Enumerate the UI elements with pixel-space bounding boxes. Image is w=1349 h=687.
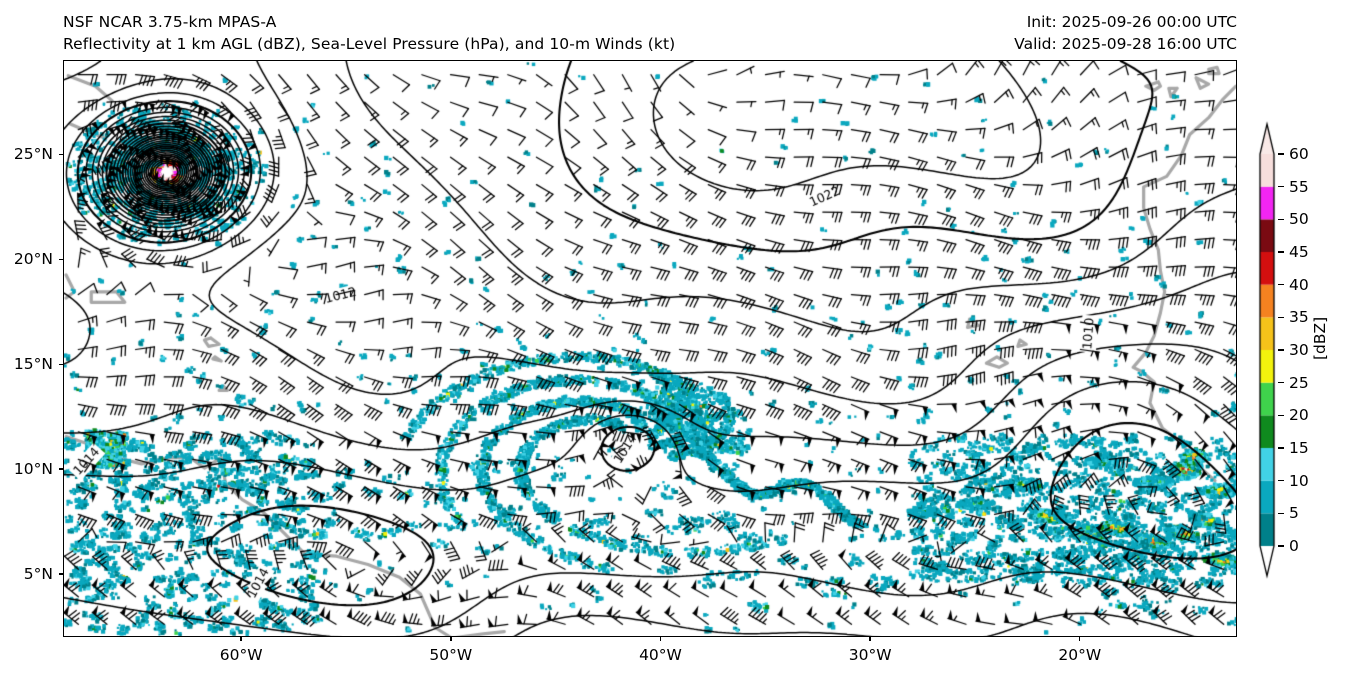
figure-title-block: NSF NCAR 3.75-km MPAS-A Reflectivity at …: [63, 11, 675, 55]
colorbar-tick-label: 40: [1289, 275, 1309, 294]
colorbar-tick-mark: [1278, 251, 1284, 253]
lon-tick-label: 60°W: [219, 646, 263, 664]
colorbar-tick-mark: [1278, 414, 1284, 417]
lat-tick-mark: [59, 573, 63, 575]
colorbar-tick-label: 55: [1289, 177, 1309, 196]
colorbar-tick-mark: [1278, 185, 1284, 188]
lon-tick-label: 40°W: [639, 646, 682, 664]
colorbar-tick-label: 45: [1289, 243, 1309, 261]
colorbar-tick-mark: [1278, 447, 1284, 449]
colorbar-tick-label: 60: [1289, 145, 1309, 163]
colorbar-tick-mark: [1278, 316, 1284, 319]
colorbar-tick-label: 20: [1289, 406, 1309, 425]
colorbar-tick-label: 30: [1289, 341, 1309, 359]
colorbar-tick-mark: [1278, 545, 1284, 547]
colorbar-units-label: [dBZ]: [1311, 316, 1329, 360]
colorbar-tick-label: 10: [1289, 471, 1309, 490]
lat-tick-mark: [59, 363, 63, 365]
model-title: NSF NCAR 3.75-km MPAS-A: [63, 13, 277, 31]
lat-tick-mark: [59, 153, 63, 156]
colorbar-tick-label: 25: [1289, 373, 1309, 392]
colorbar-tick-label: 0: [1289, 537, 1299, 555]
lon-tick-label: 30°W: [848, 646, 892, 664]
map-axes[interactable]: [63, 60, 1237, 637]
lon-tick-mark: [869, 637, 871, 641]
lat-tick-label: 10°N: [13, 460, 53, 479]
colorbar-tick-mark: [1278, 349, 1284, 351]
colorbar-tick-mark: [1278, 218, 1284, 221]
lat-tick-label: 25°N: [13, 145, 53, 164]
lon-tick-mark: [240, 637, 242, 641]
lat-tick-label: 5°N: [23, 565, 53, 584]
time-stamp-block: Init: 2025-09-26 00:00 UTC Valid: 2025-0…: [1014, 11, 1237, 55]
colorbar-tick-label: 50: [1289, 210, 1309, 229]
colorbar-tick-mark: [1278, 381, 1284, 384]
colorbar-tick-label: 5: [1289, 504, 1299, 523]
lon-tick-label: 50°W: [429, 646, 473, 664]
valid-time-label: Valid: 2025-09-28 16:00 UTC: [1014, 35, 1237, 53]
map-plot-canvas: [64, 61, 1236, 636]
lat-tick-label: 15°N: [13, 355, 53, 374]
colorbar-tick-mark: [1278, 283, 1284, 286]
lon-tick-mark: [659, 637, 662, 641]
colorbar-tick-label: 15: [1289, 439, 1309, 457]
lat-tick-label: 20°N: [13, 250, 53, 269]
colorbar-tick-label: 35: [1289, 308, 1309, 327]
lat-tick-mark: [59, 258, 63, 261]
colorbar-tick-mark: [1278, 153, 1284, 155]
colorbar-gradient: [1252, 120, 1282, 580]
colorbar-tick-mark: [1278, 512, 1284, 515]
lon-tick-mark: [1079, 637, 1081, 641]
lon-tick-mark: [450, 637, 452, 641]
lon-tick-label: 20°W: [1058, 646, 1102, 664]
colorbar-tick-mark: [1278, 479, 1284, 482]
reflectivity-colorbar[interactable]: 0 5 10 15 20 25 30 35 40 45 50 55 60: [1252, 120, 1309, 580]
field-description-title: Reflectivity at 1 km AGL (dBZ), Sea-Leve…: [63, 35, 676, 53]
init-time-label: Init: 2025-09-26 00:00 UTC: [1026, 13, 1237, 31]
lat-tick-mark: [59, 468, 63, 470]
